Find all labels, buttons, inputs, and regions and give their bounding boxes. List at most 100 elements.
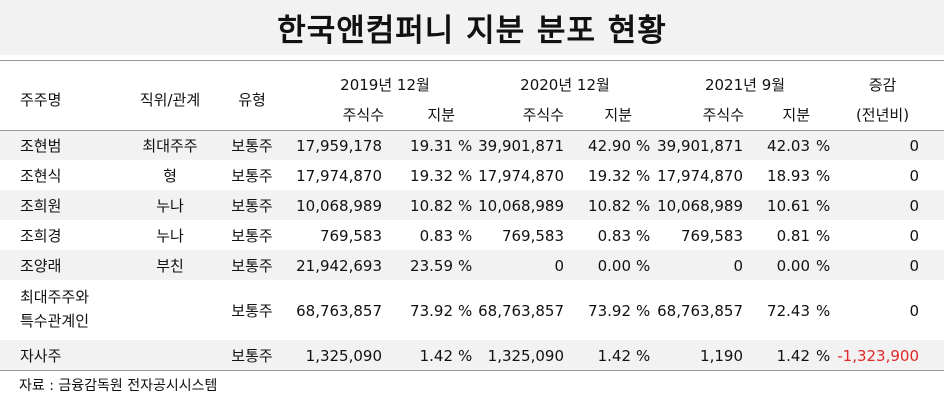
cell-pct: % xyxy=(816,347,831,365)
cell-relation: 누나 xyxy=(156,197,184,215)
cell-stake-2021: 0.81 xyxy=(776,227,810,245)
cell-relation: 부친 xyxy=(156,257,184,275)
cell-type: 보통주 xyxy=(231,227,273,245)
cell-shares-2019: 17,959,178 xyxy=(296,137,382,155)
cell-shares-2020: 68,763,857 xyxy=(478,302,564,320)
header-shares-2020: 주식수 xyxy=(522,106,564,124)
cell-stake-2019: 10.82 xyxy=(410,197,453,215)
cell-shares-2020: 39,901,871 xyxy=(478,137,564,155)
cell-stake-2020: 1.42 xyxy=(597,347,631,365)
cell-pct: % xyxy=(458,257,473,275)
header-shares-2019: 주식수 xyxy=(342,106,384,124)
cell-shares-2021: 769,583 xyxy=(680,227,743,245)
cell-name: 조희경 xyxy=(20,227,62,245)
cell-pct: % xyxy=(816,257,831,275)
cell-pct: % xyxy=(458,302,473,320)
cell-stake-2020: 19.32 xyxy=(588,167,631,185)
header-top-rule xyxy=(0,60,944,61)
title-bar: 한국앤컴퍼니 지분 분포 현황 xyxy=(0,0,944,55)
cell-stake-2020: 73.92 xyxy=(588,302,631,320)
cell-stake-2020: 0.00 xyxy=(597,257,631,275)
cell-change: 0 xyxy=(909,197,919,215)
cell-pct: % xyxy=(458,197,473,215)
row-shade xyxy=(0,340,944,370)
cell-stake-2019: 19.32 xyxy=(410,167,453,185)
header-holder: 주주명 xyxy=(20,91,62,109)
header-period-2021: 2021년 9월 xyxy=(704,76,786,94)
cell-change: 0 xyxy=(909,257,919,275)
row-shade xyxy=(0,250,944,280)
cell-type: 보통주 xyxy=(231,302,273,320)
cell-pct: % xyxy=(458,137,473,155)
source-note: 자료 : 금융감독원 전자공시시스템 xyxy=(19,378,218,394)
cell-pct: % xyxy=(636,227,651,245)
cell-shares-2021: 68,763,857 xyxy=(657,302,743,320)
cell-change: 0 xyxy=(909,302,919,320)
header-position: 직위/관계 xyxy=(139,91,201,109)
cell-stake-2019: 1.42 xyxy=(419,347,453,365)
cell-pct: % xyxy=(636,347,651,365)
cell-stake-2019: 0.83 xyxy=(419,227,453,245)
header-change: 증감 xyxy=(868,76,897,94)
header-stake-2019: 지분 xyxy=(427,106,455,124)
cell-pct: % xyxy=(636,257,651,275)
cell-change: 0 xyxy=(909,167,919,185)
cell-shares-2020: 769,583 xyxy=(501,227,564,245)
cell-stake-2021: 18.93 xyxy=(767,167,810,185)
cell-pct: % xyxy=(636,302,651,320)
cell-shares-2019: 10,068,989 xyxy=(296,197,382,215)
cell-pct: % xyxy=(636,137,651,155)
cell-shares-2021: 0 xyxy=(733,257,743,275)
cell-pct: % xyxy=(458,167,473,185)
cell-stake-2021: 42.03 xyxy=(767,137,810,155)
cell-pct: % xyxy=(816,227,831,245)
cell-change: 0 xyxy=(909,227,919,245)
cell-stake-2019: 19.31 xyxy=(410,137,453,155)
cell-shares-2021: 10,068,989 xyxy=(657,197,743,215)
cell-shares-2020: 10,068,989 xyxy=(478,197,564,215)
cell-name: 조현식 xyxy=(20,167,62,185)
cell-name: 최대주주와 xyxy=(20,288,90,306)
header-period-2019: 2019년 12월 xyxy=(340,76,430,94)
row-shade xyxy=(0,131,944,160)
cell-stake-2021: 72.43 xyxy=(767,302,810,320)
header-type: 유형 xyxy=(238,91,266,109)
cell-type: 보통주 xyxy=(231,257,273,275)
cell-shares-2021: 1,190 xyxy=(700,347,743,365)
cell-relation: 형 xyxy=(163,167,177,185)
cell-stake-2021: 1.42 xyxy=(776,347,810,365)
cell-shares-2019: 769,583 xyxy=(319,227,382,245)
cell-stake-2019: 73.92 xyxy=(410,302,453,320)
cell-shares-2020: 1,325,090 xyxy=(487,347,564,365)
cell-relation: 최대주주 xyxy=(142,137,198,155)
cell-pct: % xyxy=(636,197,651,215)
cell-shares-2020: 0 xyxy=(554,257,564,275)
cell-type: 보통주 xyxy=(231,347,273,365)
cell-stake-2020: 42.90 xyxy=(588,137,631,155)
cell-shares-2019: 1,325,090 xyxy=(305,347,382,365)
cell-shares-2019: 68,763,857 xyxy=(296,302,382,320)
cell-pct: % xyxy=(816,167,831,185)
cell-pct: % xyxy=(816,302,831,320)
cell-pct: % xyxy=(458,347,473,365)
cell-pct: % xyxy=(458,227,473,245)
cell-change: 0 xyxy=(909,137,919,155)
page-title: 한국앤컴퍼니 지분 분포 현황 xyxy=(277,13,667,49)
header-stake-2021: 지분 xyxy=(782,106,810,124)
cell-shares-2019: 17,974,870 xyxy=(296,167,382,185)
cell-shares-2019: 21,942,693 xyxy=(296,257,382,275)
cell-pct: % xyxy=(816,197,831,215)
cell-shares-2021: 17,974,870 xyxy=(657,167,743,185)
cell-type: 보통주 xyxy=(231,137,273,155)
cell-type: 보통주 xyxy=(231,197,273,215)
row-shade xyxy=(0,190,944,220)
table-bottom-rule xyxy=(0,370,944,371)
cell-stake-2021: 0.00 xyxy=(776,257,810,275)
cell-name: 조희원 xyxy=(20,197,62,215)
header-shares-2021: 주식수 xyxy=(702,106,744,124)
header-change-sub: (전년비) xyxy=(855,106,910,124)
cell-relation: 누나 xyxy=(156,227,184,245)
cell-stake-2021: 10.61 xyxy=(767,197,810,215)
cell-pct: % xyxy=(636,167,651,185)
cell-stake-2019: 23.59 xyxy=(410,257,453,275)
